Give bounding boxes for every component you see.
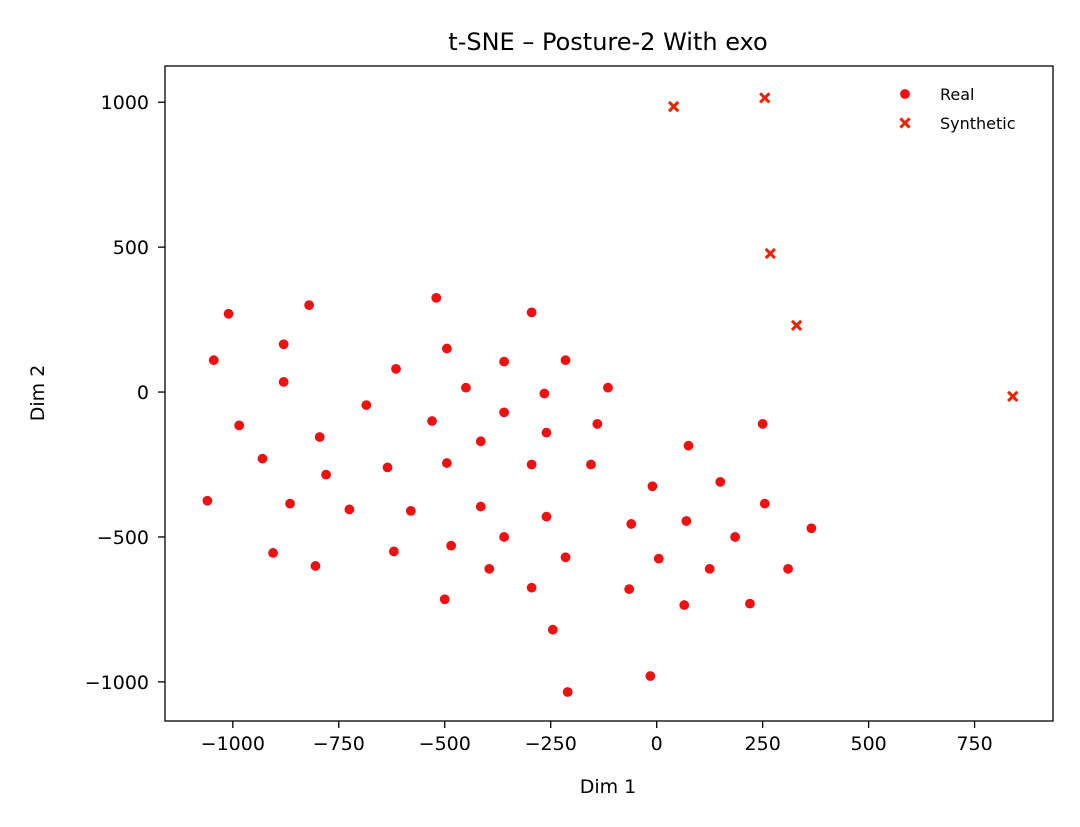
x-tick-label: −1000 <box>201 733 265 755</box>
real-point <box>390 363 402 375</box>
y-tick-label: 500 <box>113 237 149 259</box>
y-tick-label: 0 <box>137 382 149 404</box>
real-point <box>445 540 457 552</box>
real-point <box>475 435 487 447</box>
real-point <box>233 419 245 431</box>
x-tick-label: 0 <box>651 733 663 755</box>
real-point <box>256 453 268 465</box>
y-axis-label: Dim 2 <box>27 365 49 422</box>
real-point <box>526 582 538 594</box>
real-point <box>475 501 487 513</box>
real-point <box>498 356 510 368</box>
real-point <box>585 459 597 471</box>
real-point <box>201 495 213 507</box>
real-point <box>405 505 417 517</box>
real-point <box>314 431 326 443</box>
y-axis-ticks: −1000 −500 0 500 1000 <box>85 92 165 694</box>
real-point <box>757 418 769 430</box>
plot-area <box>201 92 1019 698</box>
real-point <box>625 518 637 530</box>
real-point <box>653 553 665 565</box>
synthetic-point <box>667 100 680 113</box>
real-point <box>426 415 438 427</box>
real-point <box>430 292 442 304</box>
real-point <box>498 531 510 543</box>
synthetic-point <box>764 247 776 260</box>
synthetic-point <box>790 319 803 332</box>
real-point <box>560 551 572 563</box>
real-point <box>759 498 771 510</box>
real-point <box>303 299 315 311</box>
real-point <box>591 418 603 430</box>
legend: Real Synthetic <box>899 85 1016 133</box>
real-point <box>646 480 658 492</box>
y-tick-label: 1000 <box>101 92 149 114</box>
real-point <box>678 599 690 611</box>
real-point <box>460 382 472 394</box>
x-tick-label: 500 <box>850 733 886 755</box>
real-point <box>278 376 290 388</box>
real-point <box>483 563 495 575</box>
chart-title: t-SNE – Posture-2 With exo <box>448 28 767 56</box>
x-tick-label: 250 <box>745 733 781 755</box>
real-point <box>562 686 574 698</box>
real-point <box>540 511 552 523</box>
real-point <box>223 308 235 320</box>
real-point <box>278 338 290 350</box>
real-point <box>526 306 538 318</box>
synthetic-point <box>1007 390 1019 403</box>
real-point <box>309 560 321 572</box>
legend-marker-synthetic <box>899 117 911 129</box>
legend-label: Real <box>940 85 975 104</box>
x-tick-label: −500 <box>419 733 471 755</box>
real-point <box>623 583 635 595</box>
real-point <box>441 343 453 355</box>
real-point <box>208 354 220 366</box>
real-point <box>602 382 614 394</box>
x-tick-label: −750 <box>313 733 365 755</box>
real-point <box>382 461 394 473</box>
synthetic-point <box>759 92 771 104</box>
real-point <box>360 399 372 411</box>
real-point <box>704 563 716 575</box>
real-point <box>343 503 355 515</box>
real-point <box>526 459 538 471</box>
real-point <box>439 593 451 605</box>
real-point <box>320 469 332 481</box>
real-point <box>547 624 559 636</box>
x-tick-label: 750 <box>956 733 992 755</box>
real-point <box>714 476 726 488</box>
legend-marker-real <box>899 88 911 100</box>
real-point <box>744 598 756 610</box>
real-point <box>805 522 817 534</box>
real-point <box>782 563 794 575</box>
plot-frame <box>164 65 1054 722</box>
real-point <box>441 457 453 469</box>
real-point <box>680 515 692 527</box>
x-axis-label: Dim 1 <box>580 776 637 798</box>
y-tick-label: −1000 <box>85 672 149 694</box>
real-point <box>644 670 656 682</box>
real-point <box>540 427 552 439</box>
x-axis-ticks: −1000 −750 −500 −250 0 250 500 750 <box>201 721 993 755</box>
real-point <box>498 406 510 418</box>
real-point <box>560 354 572 366</box>
real-point <box>682 440 694 452</box>
y-tick-label: −500 <box>97 527 149 549</box>
real-point <box>284 498 296 510</box>
real-point <box>267 547 279 559</box>
real-point <box>729 531 741 543</box>
legend-label: Synthetic <box>940 114 1016 133</box>
real-point <box>388 545 400 557</box>
real-point <box>538 387 550 399</box>
x-tick-label: −250 <box>525 733 577 755</box>
